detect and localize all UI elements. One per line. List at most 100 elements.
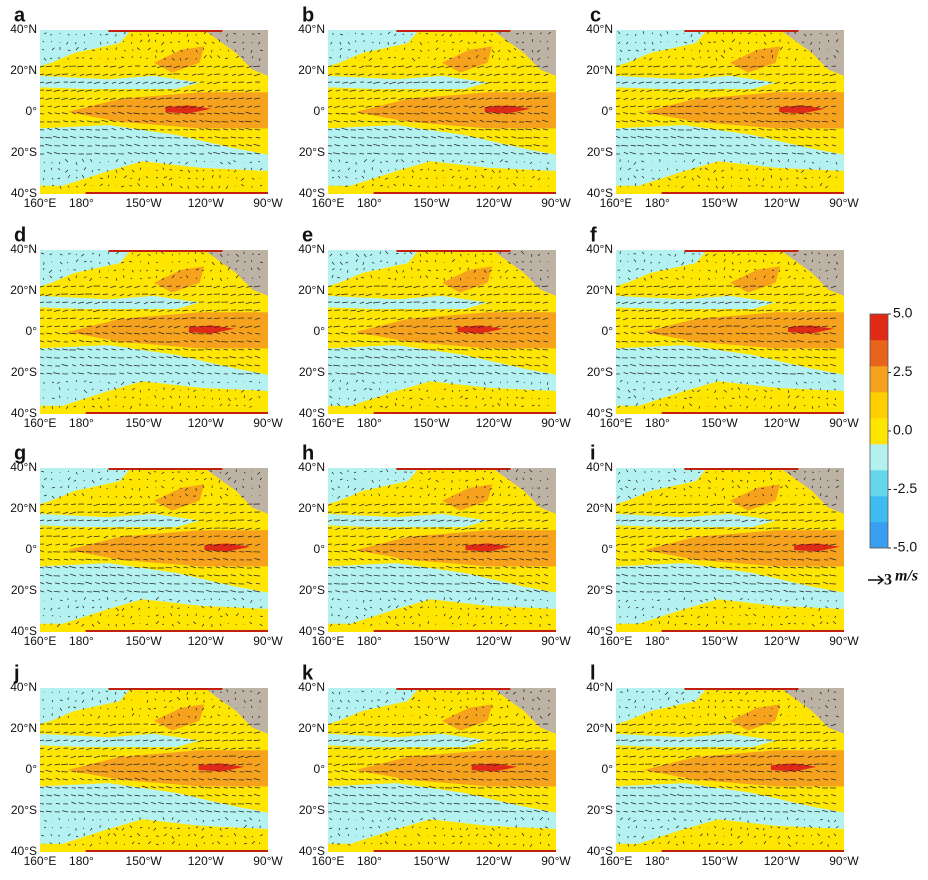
land: [204, 30, 268, 76]
sea-cool: [328, 125, 556, 186]
colorbar-swatch: [870, 470, 888, 497]
sea-cool: [40, 345, 268, 406]
lat-label: 0°: [26, 542, 38, 556]
colorbar-swatch: [870, 314, 888, 341]
lat-label: 20°N: [10, 501, 37, 515]
lat-label: 40°N: [586, 460, 613, 474]
sea-cool: [328, 513, 488, 527]
lon-label: 150°W: [414, 634, 451, 648]
sea-anomaly-high: [643, 750, 844, 787]
lat-label: 40°N: [10, 242, 37, 256]
lat-label: 20°N: [10, 283, 37, 297]
colorbar-swatch: [870, 392, 888, 419]
vector-key-arrow: [868, 575, 885, 585]
lat-label: 20°S: [11, 145, 37, 159]
lat-label: 0°: [602, 542, 614, 556]
lon-label: 120°W: [764, 416, 801, 430]
lon-label: 180°: [69, 196, 94, 210]
lon-label: 90°W: [253, 416, 283, 430]
sea-anomaly-high: [730, 46, 781, 73]
lat-label: 40°S: [299, 844, 325, 858]
lon-label: 180°: [645, 196, 670, 210]
lon-label: 160°E: [312, 196, 345, 210]
map-panel: [616, 688, 844, 852]
lon-label: 160°E: [600, 854, 633, 868]
panel-label: g: [14, 442, 26, 464]
lat-label: 40°N: [586, 22, 613, 36]
sea-anomaly-peak: [188, 325, 235, 334]
lon-label: 150°W: [702, 416, 739, 430]
lat-label: 40°S: [587, 624, 613, 638]
sea-anomaly-high: [154, 46, 205, 73]
lon-label: 160°E: [312, 416, 345, 430]
wind-vectors: [40, 251, 264, 410]
wind-vectors: [328, 250, 550, 409]
panel-label: a: [14, 4, 26, 26]
lon-label: 160°E: [24, 634, 57, 648]
panel-label: f: [590, 224, 597, 246]
lat-label: 20°S: [11, 803, 37, 817]
sea-anomaly-peak: [465, 543, 512, 552]
sea-cool: [616, 513, 776, 527]
lat-label: 20°N: [10, 721, 37, 735]
sea-anomaly-peak: [484, 105, 531, 114]
panel-label: c: [590, 4, 601, 26]
map-panel: [616, 468, 844, 632]
map-panel: [328, 250, 556, 414]
sea-cool: [40, 688, 132, 725]
sea-cool: [616, 733, 776, 747]
lon-label: 180°: [645, 854, 670, 868]
sea-cool: [40, 30, 132, 67]
sea-anomaly-high: [442, 484, 493, 511]
colorbar-swatch: [870, 522, 888, 549]
sea-anomaly-peak: [471, 763, 518, 772]
sea-cool: [328, 345, 556, 406]
sea-cool: [328, 468, 420, 505]
sea-cool: [328, 733, 488, 747]
lon-label: 120°W: [476, 416, 513, 430]
sea-anomaly-peak: [198, 763, 245, 772]
lon-label: 90°W: [541, 854, 571, 868]
lat-label: 40°N: [298, 22, 325, 36]
lat-label: 20°N: [586, 721, 613, 735]
lon-label: 180°: [645, 416, 670, 430]
lon-label: 90°W: [541, 416, 571, 430]
lon-label: 120°W: [476, 854, 513, 868]
lon-label: 180°: [69, 634, 94, 648]
sea-cool: [616, 563, 844, 624]
lat-label: 0°: [602, 104, 614, 118]
sea-cool: [616, 250, 708, 287]
sea-anomaly-high: [442, 266, 493, 293]
lat-label: 0°: [602, 762, 614, 776]
colorbar-swatch: [870, 444, 888, 471]
lat-label: 20°N: [10, 63, 37, 77]
lat-label: 40°N: [10, 680, 37, 694]
sea-anomaly-peak: [457, 325, 503, 334]
sea-anomaly-high: [355, 92, 556, 129]
sea-cool: [40, 513, 200, 527]
sea-anomaly-peak: [788, 325, 834, 334]
lon-label: 150°W: [414, 854, 451, 868]
lat-label: 20°S: [587, 145, 613, 159]
wind-vectors: [328, 468, 551, 627]
sea-cool: [328, 688, 420, 725]
sea-cool: [328, 30, 420, 67]
lon-label: 90°W: [541, 196, 571, 210]
sea-anomaly-high: [643, 92, 844, 129]
land: [204, 688, 268, 734]
lon-label: 150°W: [702, 854, 739, 868]
lat-label: 40°S: [299, 406, 325, 420]
lat-label: 20°N: [586, 283, 613, 297]
sea-cool: [616, 688, 708, 725]
lat-label: 20°S: [299, 583, 325, 597]
lat-label: 40°S: [587, 186, 613, 200]
sea-cool: [40, 563, 268, 624]
colorbar-swatch: [870, 340, 888, 367]
lon-label: 150°W: [414, 196, 451, 210]
panel-label: i: [590, 442, 596, 464]
lon-label: 120°W: [764, 196, 801, 210]
lat-label: 40°N: [586, 680, 613, 694]
sea-anomaly-high: [643, 312, 844, 349]
lat-label: 20°N: [586, 63, 613, 77]
